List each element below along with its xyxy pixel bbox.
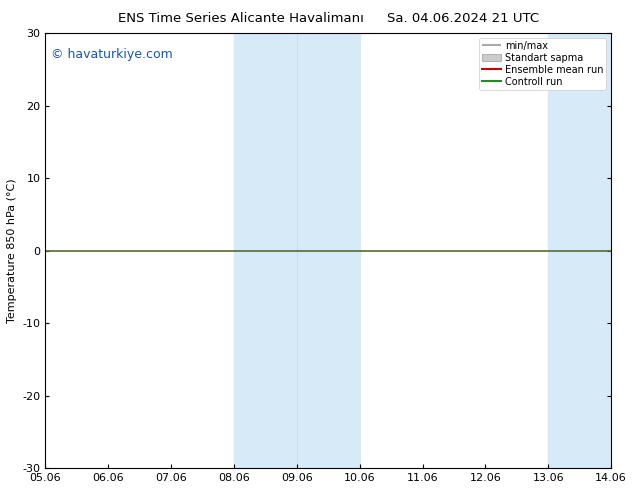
Text: © havaturkiye.com: © havaturkiye.com	[51, 48, 173, 61]
Bar	[548, 33, 611, 468]
Bar	[234, 33, 359, 468]
Legend: min/max, Standart sapma, Ensemble mean run, Controll run: min/max, Standart sapma, Ensemble mean r…	[479, 38, 606, 90]
Y-axis label: Temperature 850 hPa (°C): Temperature 850 hPa (°C)	[7, 178, 17, 323]
Text: ENS Time Series Alicante Havalimanı: ENS Time Series Alicante Havalimanı	[118, 12, 364, 25]
Text: Sa. 04.06.2024 21 UTC: Sa. 04.06.2024 21 UTC	[387, 12, 539, 25]
